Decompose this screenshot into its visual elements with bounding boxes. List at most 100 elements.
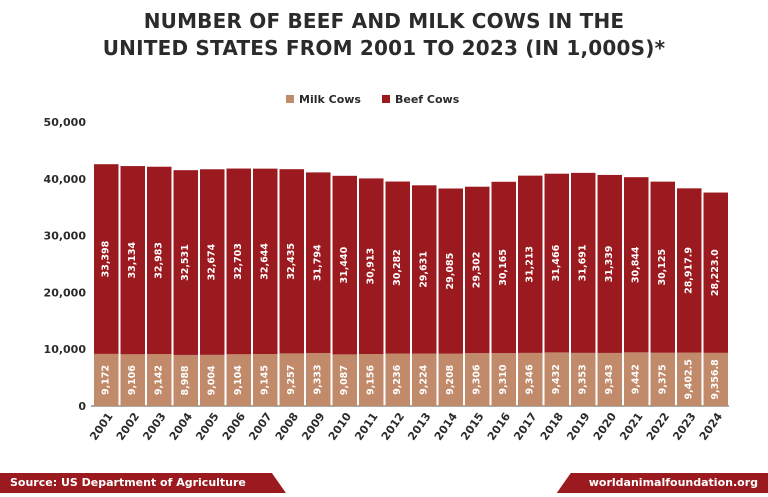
bar-beef-cows (544, 173, 569, 353)
legend-swatch-beef (382, 95, 390, 103)
data-label-beef: 28,223.0 (710, 249, 721, 296)
x-tick-label: 2013 (405, 410, 433, 443)
bar-beef-cows (438, 188, 463, 354)
x-tick-label: 2018 (538, 410, 566, 443)
x-tick-label: 2015 (458, 410, 486, 443)
bar-milk-cows (253, 354, 278, 406)
bar-beef-cows (332, 175, 357, 355)
bar-beef-cows (226, 168, 251, 355)
data-label-milk: 9,257 (286, 365, 297, 395)
bar-milk-cows (650, 352, 675, 406)
bar-milk-cows (94, 353, 119, 406)
data-label-beef: 32,674 (207, 243, 218, 280)
x-tick-label: 2022 (644, 410, 672, 443)
data-label-beef: 30,913 (366, 248, 377, 285)
chart-title: NUMBER OF BEEF AND MILK COWS IN THE UNIT… (0, 8, 768, 62)
x-tick-label: 2007 (246, 410, 274, 443)
x-tick-label: 2009 (299, 410, 327, 443)
data-label-milk: 9,172 (101, 365, 112, 395)
bar-milk-cows (491, 353, 516, 406)
x-tick-label: 2019 (564, 410, 592, 443)
bar-beef-cows (518, 175, 543, 353)
data-label-milk: 9,356.8 (710, 359, 721, 400)
data-label-milk: 9,343 (604, 364, 615, 394)
bar-milk-cows (412, 353, 437, 406)
bar-milk-cows (200, 354, 225, 406)
data-label-milk: 9,442 (631, 364, 642, 394)
source-footer: Source: US Department of Agriculture (0, 473, 286, 493)
bar-milk-cows (544, 352, 569, 406)
bar-milk-cows (571, 352, 596, 406)
data-label-beef: 31,691 (578, 245, 589, 282)
data-label-milk: 9,236 (392, 364, 403, 394)
legend-label-beef: Beef Cows (395, 93, 460, 106)
bar-milk-cows (306, 352, 331, 406)
data-label-milk: 9,106 (127, 365, 138, 395)
bar-milk-cows (120, 354, 145, 406)
data-label-beef: 29,631 (419, 251, 430, 288)
x-tick-label: 2017 (511, 410, 539, 443)
bar-beef-cows (412, 185, 437, 354)
bar-beef-cows (491, 181, 516, 354)
legend-label-milk: Milk Cows (299, 93, 361, 106)
data-label-milk: 9,004 (207, 365, 218, 395)
bar-beef-cows (677, 188, 702, 353)
data-label-beef: 32,644 (260, 243, 271, 280)
x-tick-label: 2023 (670, 410, 698, 443)
bar-beef-cows (200, 169, 225, 355)
bar-beef-cows (597, 174, 622, 353)
y-tick-label: 40,000 (44, 173, 87, 186)
data-label-milk: 9,432 (551, 364, 562, 394)
x-tick-label: 2010 (326, 410, 354, 443)
x-tick-label: 2014 (432, 410, 460, 443)
data-label-milk: 9,156 (366, 365, 377, 395)
data-label-milk: 9,087 (339, 365, 350, 395)
chart-title-line-2: UNITED STATES FROM 2001 TO 2023 (IN 1,00… (102, 36, 666, 60)
bar-milk-cows (359, 353, 384, 406)
bar-beef-cows (147, 166, 172, 355)
bar-milk-cows (465, 353, 490, 406)
x-tick-label: 2012 (379, 410, 407, 443)
data-label-beef: 30,844 (631, 246, 642, 283)
data-label-beef: 33,134 (127, 241, 138, 278)
data-label-milk: 9,145 (260, 365, 271, 395)
data-label-beef: 28,917.9 (684, 247, 695, 294)
data-label-beef: 31,213 (525, 246, 536, 283)
bar-beef-cows (94, 164, 119, 354)
bar-beef-cows (571, 172, 596, 353)
y-tick-label: 0 (78, 400, 86, 413)
bar-milk-cows (597, 352, 622, 406)
bar-beef-cows (279, 169, 304, 354)
bar-milk-cows (703, 352, 728, 406)
data-label-milk: 9,375 (657, 364, 668, 394)
bar-beef-cows (650, 181, 675, 353)
bar-milk-cows (279, 353, 304, 406)
data-label-beef: 32,531 (180, 244, 191, 281)
bar-beef-cows (306, 172, 331, 353)
data-label-beef: 30,165 (498, 249, 509, 286)
data-label-milk: 9,104 (233, 365, 244, 395)
data-label-beef: 30,282 (392, 249, 403, 286)
legend-swatch-milk (286, 95, 294, 103)
chart-title-line-1: NUMBER OF BEEF AND MILK COWS IN THE (143, 9, 625, 33)
data-label-milk: 9,402.5 (684, 359, 695, 399)
data-label-beef: 29,085 (445, 253, 456, 290)
x-tick-label: 2011 (352, 410, 380, 443)
bar-milk-cows (677, 352, 702, 406)
data-label-beef: 32,703 (233, 243, 244, 280)
data-label-beef: 29,302 (472, 252, 483, 289)
data-label-milk: 9,353 (578, 364, 589, 394)
x-tick-label: 2021 (617, 410, 645, 443)
bar-beef-cows (173, 170, 198, 355)
bar-beef-cows (359, 178, 384, 354)
x-tick-label: 2002 (114, 410, 142, 443)
data-label-beef: 30,125 (657, 249, 668, 286)
data-label-beef: 31,440 (339, 246, 350, 283)
data-label-beef: 31,339 (604, 246, 615, 283)
website-footer[interactable]: worldanimalfoundation.org (556, 473, 768, 493)
x-tick-label: 2024 (697, 410, 725, 443)
x-tick-label: 2020 (591, 410, 619, 443)
data-label-milk: 9,142 (154, 365, 165, 395)
bar-beef-cows (253, 168, 278, 355)
bar-milk-cows (624, 352, 649, 406)
